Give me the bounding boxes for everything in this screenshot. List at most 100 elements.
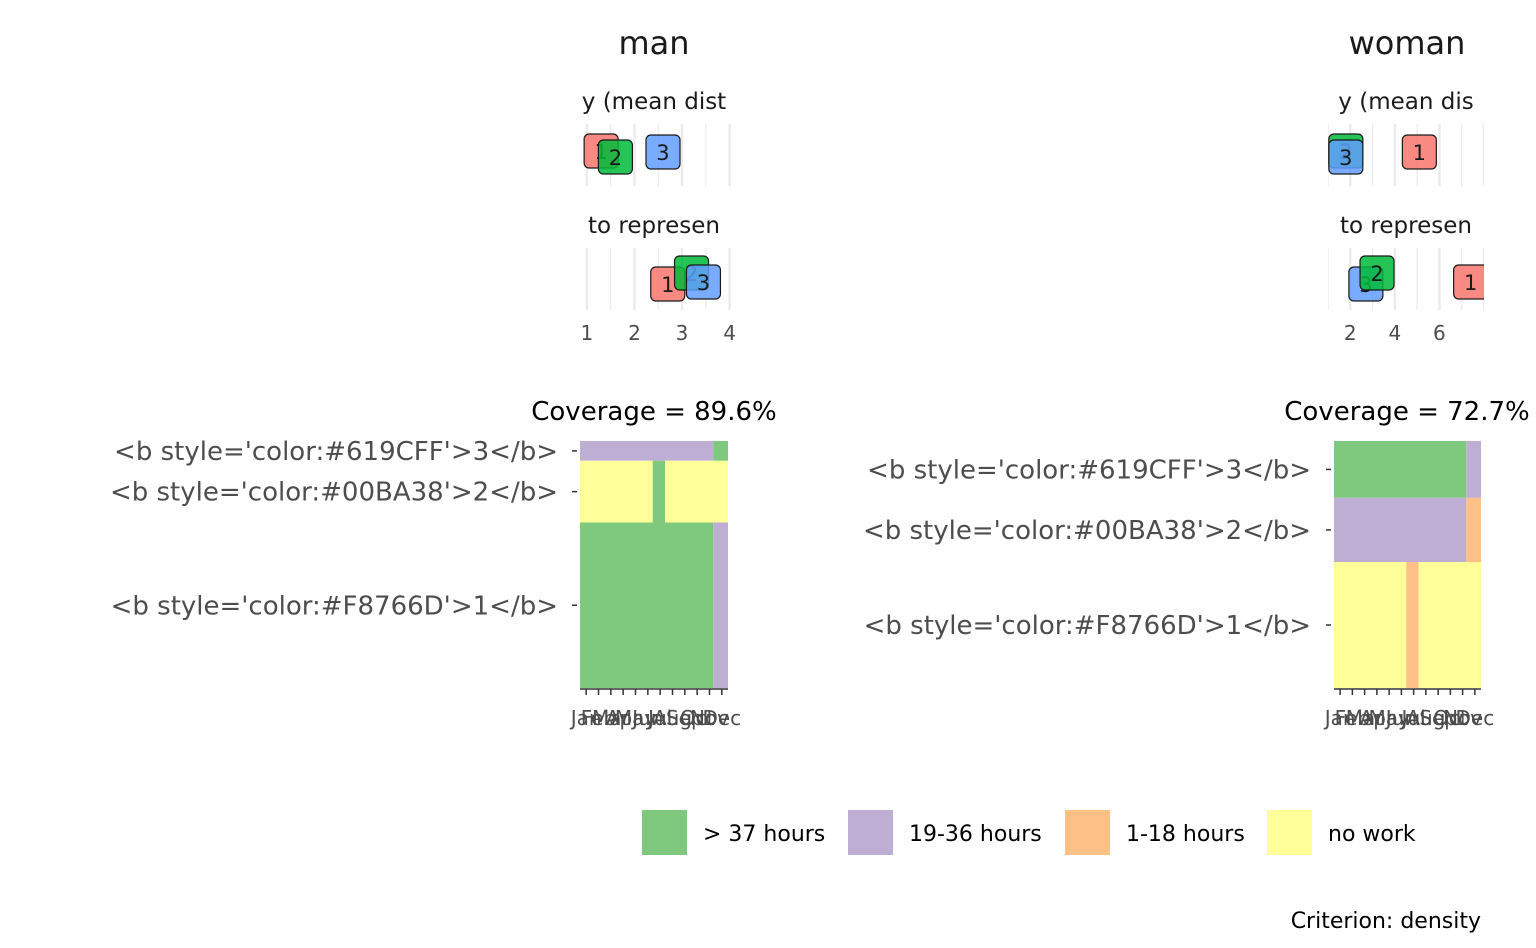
cluster-row-label: <b style='color:#619CFF'>3</b> — [867, 455, 1311, 485]
x-tick-label: 4 — [1388, 321, 1401, 345]
scatter-row-label: y (mean dis — [1338, 89, 1473, 115]
cluster-point-label: 3 — [1339, 146, 1352, 170]
state-cell — [1466, 497, 1481, 563]
cluster-point-box — [1453, 264, 1484, 300]
month-tick-label: Dec — [702, 706, 741, 730]
x-tick-label: 6 — [1433, 321, 1446, 345]
cluster-point-label: 1 — [661, 273, 674, 297]
state-cell — [580, 460, 653, 523]
coverage-title-woman: Coverage = 72.7% — [1284, 397, 1529, 427]
scatter-x-axis-woman: 2 4 6 — [1344, 321, 1446, 345]
cluster-point-label: 2 — [1370, 262, 1383, 286]
scatter-panel-man: y (mean dist to represen 123123 — [582, 89, 731, 310]
cluster-point-3: 3 — [645, 134, 681, 170]
month-tick-label: Sep — [1419, 706, 1457, 730]
criterion-caption: Criterion: density — [1291, 909, 1481, 934]
state-cell — [1466, 441, 1481, 498]
legend-item: 19-36 hours — [848, 810, 1042, 855]
legend: > 37 hours 19-36 hours 1-18 hours no work — [642, 810, 1416, 855]
cluster-point-3: 3 — [685, 264, 722, 300]
cluster-point-1: 1 — [1453, 264, 1484, 300]
month-tick-label: Feb — [1335, 706, 1370, 730]
cluster-row-label: <b style='color:#F8766D'>1</b> — [111, 591, 558, 621]
x-tick-label: 2 — [1344, 321, 1357, 345]
legend-item: > 37 hours — [642, 810, 825, 855]
cluster-point-label: 1 — [1413, 141, 1426, 165]
legend-label: no work — [1328, 822, 1416, 847]
month-tick-label: Jun — [630, 706, 663, 730]
cluster-row-label: <b style='color:#00BA38'>2</b> — [863, 516, 1311, 546]
month-tick-label: Oct — [1433, 706, 1468, 730]
state-cell — [1334, 497, 1467, 563]
cluster-point-2: 2 — [597, 139, 634, 175]
cluster-point-label: 2 — [609, 146, 622, 170]
cluster-point-label: 3 — [656, 141, 669, 165]
legend-swatch — [1065, 810, 1110, 855]
state-cell — [1334, 441, 1467, 498]
state-cell — [652, 460, 666, 523]
panel-title-man: man — [618, 24, 689, 62]
coverage-title-man: Coverage = 89.6% — [531, 397, 776, 427]
cluster-row-label: <b style='color:#619CFF'>3</b> — [114, 437, 558, 467]
month-tick-label: Apr — [1360, 706, 1395, 730]
state-cell — [1334, 562, 1407, 688]
month-tick-label: Feb — [581, 706, 616, 730]
cluster-point-box — [1401, 134, 1437, 170]
cluster-row-label: <b style='color:#F8766D'>1</b> — [864, 611, 1311, 641]
state-cell — [713, 441, 728, 461]
legend-item: no work — [1267, 810, 1416, 855]
cluster-point-box — [685, 264, 722, 300]
x-tick-label: 3 — [676, 321, 689, 345]
state-cell — [580, 441, 714, 461]
month-tick-label: Aug — [1406, 706, 1445, 730]
month-tick-label: May — [615, 706, 657, 730]
state-cell — [713, 522, 728, 688]
scatter-panel-woman: y (mean dis to represen 231321 — [1328, 89, 1484, 310]
legend-swatch — [642, 810, 687, 855]
cluster-point-box — [1359, 255, 1395, 291]
cluster-point-box — [645, 134, 681, 170]
cluster-point-3: 3 — [1328, 139, 1364, 175]
x-tick-label: 2 — [628, 321, 641, 345]
state-cell — [1406, 562, 1419, 688]
cluster-row-label: <b style='color:#00BA38'>2</b> — [110, 478, 558, 508]
month-tick-label: Jan — [569, 706, 602, 730]
month-tick-label: Jun — [1384, 706, 1417, 730]
x-tick-label: 1 — [580, 321, 593, 345]
state-cell — [665, 460, 728, 523]
month-tick-label: Nov — [690, 706, 729, 730]
month-tick-label: Jul — [1400, 706, 1426, 730]
month-tick-label: Mar — [592, 706, 631, 730]
heatmap-panel-man: <b style='color:#619CFF'>3</b> <b style='… — [110, 437, 741, 730]
x-tick-label: 4 — [723, 321, 736, 345]
cluster-point-box — [1328, 139, 1364, 175]
state-cell — [1418, 562, 1481, 688]
scatter-row-label: to represen — [1340, 213, 1472, 239]
cluster-point-1: 1 — [1401, 134, 1437, 170]
month-tick-label: Jan — [1323, 706, 1356, 730]
cluster-point-box — [597, 139, 634, 175]
month-tick-label: Mar — [1346, 706, 1385, 730]
cluster-point-label: 3 — [697, 271, 710, 295]
legend-swatch — [1267, 810, 1312, 855]
heatmap-panel-woman: <b style='color:#619CFF'>3</b> <b style='… — [863, 441, 1494, 730]
legend-label: 19-36 hours — [909, 822, 1042, 847]
legend-swatch — [848, 810, 893, 855]
month-tick-label: May — [1368, 706, 1410, 730]
month-tick-label: Sep — [666, 706, 704, 730]
legend-label: > 37 hours — [703, 822, 825, 847]
month-tick-label: Nov — [1443, 706, 1482, 730]
cluster-point-2: 2 — [1359, 255, 1395, 291]
month-tick-label: Dec — [1456, 706, 1495, 730]
cluster-point-label: 1 — [1464, 271, 1477, 295]
month-tick-label: Aug — [653, 706, 692, 730]
legend-label: 1-18 hours — [1126, 822, 1245, 847]
month-tick-label: Apr — [606, 706, 641, 730]
month-tick-label: Oct — [680, 706, 715, 730]
legend-item: 1-18 hours — [1065, 810, 1245, 855]
state-cell — [580, 522, 714, 688]
panel-title-woman: woman — [1349, 24, 1466, 62]
scatter-row-label: to represen — [588, 213, 720, 239]
month-tick-label: Jul — [646, 706, 672, 730]
